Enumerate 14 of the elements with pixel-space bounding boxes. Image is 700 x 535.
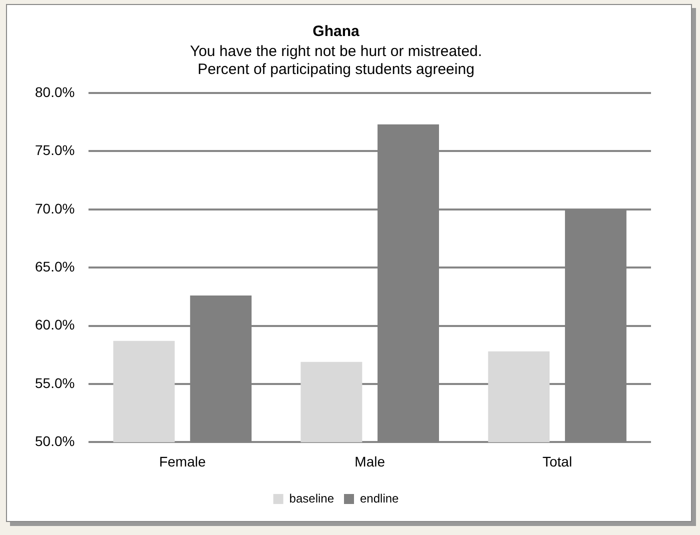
- y-tick-label: 55.0%: [34, 374, 75, 391]
- legend-label: endline: [360, 491, 400, 506]
- x-tick-label: Total: [542, 453, 572, 470]
- y-tick-label: 60.0%: [34, 316, 75, 333]
- chart-title: Ghana: [312, 23, 360, 40]
- y-tick-label: 50.0%: [34, 433, 75, 450]
- x-tick-label: Male: [354, 453, 386, 470]
- y-tick-label: 65.0%: [34, 258, 75, 274]
- y-tick-label: 80.0%: [34, 84, 75, 100]
- y-tick-label: 70.0%: [34, 200, 75, 216]
- legend-label: baseline: [289, 491, 334, 506]
- x-tick-label: Female: [159, 453, 206, 470]
- chart-subtitle: You have the right not be hurt or mistreated. Percent of participating students agreeing: [190, 43, 482, 78]
- y-tick-label: 75.0%: [34, 142, 75, 158]
